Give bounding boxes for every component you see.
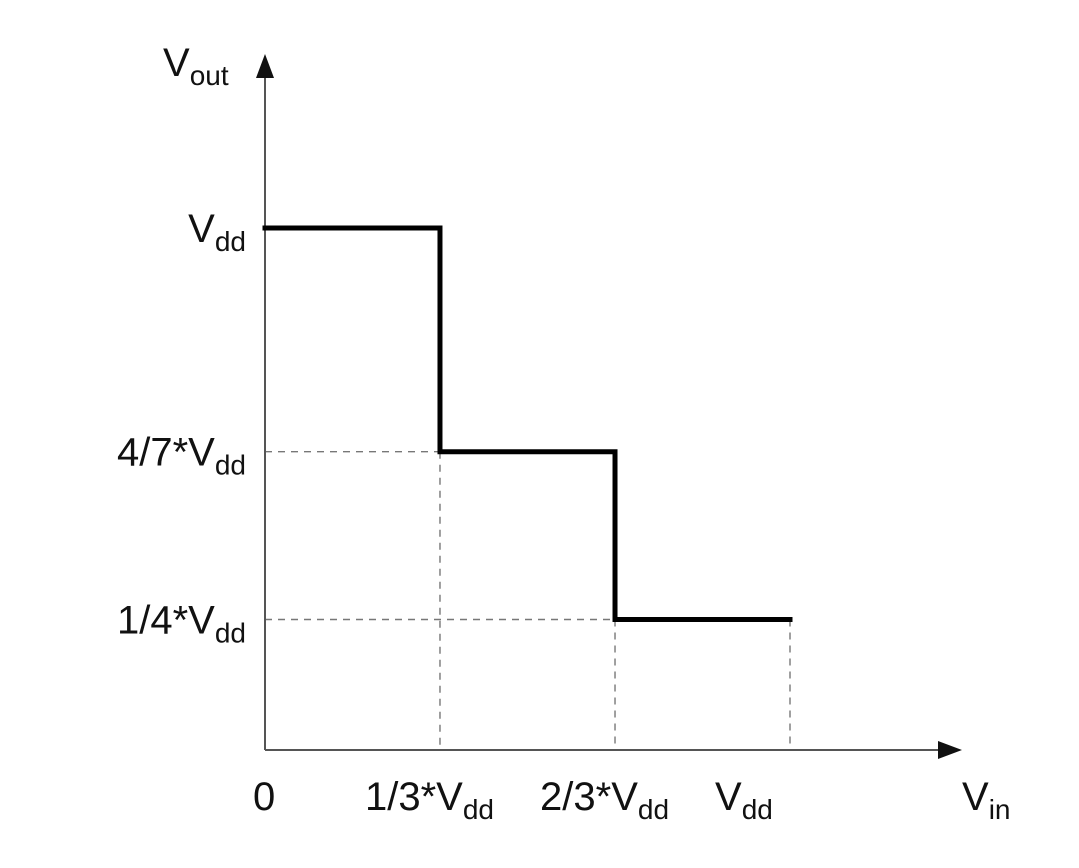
x-tick-label-3-main: V — [715, 775, 742, 819]
x-tick-label-2-subscript: dd — [638, 794, 669, 825]
x-tick-label-0: 0 — [253, 775, 275, 819]
axes — [256, 54, 962, 759]
x-tick-label-1-subscript: dd — [463, 794, 494, 825]
y-axis-label-subscript: out — [190, 60, 229, 91]
x-tick-label-3: Vdd — [715, 775, 773, 825]
x-tick-label-2-main: 2/3*V — [540, 775, 638, 819]
y-tick-label-0: Vdd — [188, 207, 246, 257]
series-0-step-line — [262, 225, 793, 622]
x-tick-label-1-main: 1/3*V — [365, 775, 463, 819]
x-tick-label-1: 1/3*Vdd — [365, 775, 494, 825]
y-tick-label-2-main: 1/4*V — [117, 599, 215, 643]
y-tick-label-1-subscript: dd — [215, 450, 246, 481]
x-axis-label-main: V — [962, 775, 989, 819]
y-axis-arrowhead — [256, 54, 274, 78]
dashed-guide-lines — [265, 451, 791, 750]
series-group — [262, 225, 793, 622]
y-tick-label-1: 4/7*Vdd — [117, 431, 246, 481]
x-tick-label-0-main: 0 — [253, 775, 275, 819]
y-tick-label-2-subscript: dd — [215, 618, 246, 649]
x-tick-label-3-subscript: dd — [742, 794, 773, 825]
x-tick-labels: 0 1/3*Vdd 2/3*Vdd Vdd — [253, 775, 773, 825]
y-axis-label-main: V — [163, 41, 190, 85]
y-tick-label-0-subscript: dd — [215, 226, 246, 257]
x-axis-arrowhead — [938, 741, 962, 759]
x-axis-label-subscript: in — [989, 794, 1011, 825]
y-tick-label-2: 1/4*Vdd — [117, 599, 246, 649]
y-tick-label-1-main: 4/7*V — [117, 431, 215, 475]
x-tick-label-2: 2/3*Vdd — [540, 775, 669, 825]
y-axis-label: Vout — [163, 41, 229, 91]
x-axis-label: Vin — [962, 775, 1010, 825]
y-tick-label-0-main: V — [188, 207, 215, 251]
